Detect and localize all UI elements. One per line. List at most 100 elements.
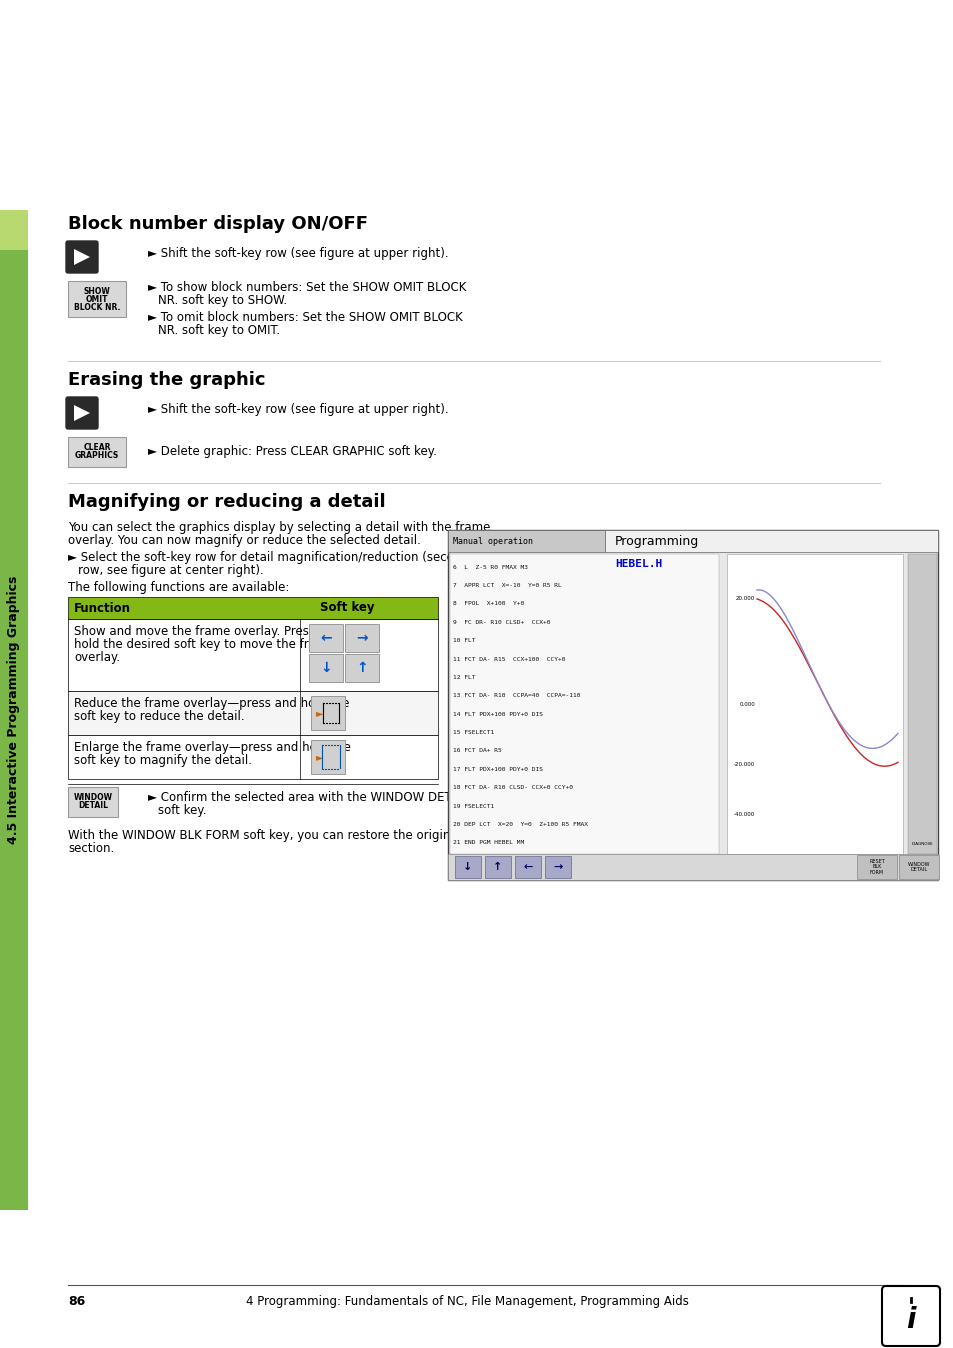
Text: overlay. You can now magnify or reduce the selected detail.: overlay. You can now magnify or reduce t… (68, 534, 420, 547)
Text: i: i (905, 1306, 915, 1335)
Text: Erasing the graphic: Erasing the graphic (68, 371, 265, 390)
Text: 15 FSELECT1: 15 FSELECT1 (453, 731, 494, 735)
FancyBboxPatch shape (68, 619, 437, 692)
Text: NR. soft key to OMIT.: NR. soft key to OMIT. (158, 324, 280, 337)
FancyBboxPatch shape (484, 856, 511, 878)
Text: WINDOW: WINDOW (73, 794, 112, 802)
FancyBboxPatch shape (309, 624, 343, 652)
FancyBboxPatch shape (68, 280, 126, 317)
Text: overlay.: overlay. (74, 651, 120, 665)
Text: DIAGNOSE: DIAGNOSE (911, 842, 932, 847)
Text: CLEAR: CLEAR (83, 443, 111, 453)
FancyBboxPatch shape (448, 855, 937, 880)
FancyBboxPatch shape (450, 554, 719, 855)
FancyBboxPatch shape (907, 554, 936, 855)
Text: ► Confirm the selected area with the WINDOW DETAIL: ► Confirm the selected area with the WIN… (148, 791, 468, 803)
Text: 4 Programming: Fundamentals of NC, File Management, Programming Aids: 4 Programming: Fundamentals of NC, File … (245, 1295, 688, 1308)
Text: soft key.: soft key. (158, 803, 206, 817)
Text: RESET
BLK
FORM: RESET BLK FORM (868, 859, 884, 875)
Text: 19 FSELECT1: 19 FSELECT1 (453, 803, 494, 809)
FancyBboxPatch shape (882, 1286, 939, 1347)
Text: Manual operation: Manual operation (453, 537, 533, 546)
Text: You can select the graphics display by selecting a detail with the frame: You can select the graphics display by s… (68, 520, 490, 534)
Text: soft key to reduce the detail.: soft key to reduce the detail. (74, 710, 244, 723)
Text: hold the desired soft key to move the frame: hold the desired soft key to move the fr… (74, 638, 335, 651)
FancyBboxPatch shape (68, 787, 118, 817)
Text: HEBEL.H: HEBEL.H (614, 559, 661, 569)
Text: 18 FCT DA- R10 CLSD- CCX+0 CCY+0: 18 FCT DA- R10 CLSD- CCX+0 CCY+0 (453, 785, 573, 790)
Text: OMIT: OMIT (86, 294, 108, 303)
Text: 9  FC DR- R10 CLSD+  CCX+0: 9 FC DR- R10 CLSD+ CCX+0 (453, 620, 550, 625)
FancyBboxPatch shape (448, 530, 937, 880)
Text: ←: ← (320, 631, 332, 644)
Text: -40.000: -40.000 (733, 813, 754, 817)
Text: ► Shift the soft-key row (see figure at upper right).: ► Shift the soft-key row (see figure at … (148, 403, 448, 417)
Text: row, see figure at center right).: row, see figure at center right). (78, 563, 263, 577)
Text: 0.000: 0.000 (739, 701, 754, 706)
Text: NR. soft key to SHOW.: NR. soft key to SHOW. (158, 294, 287, 307)
Text: ► Select the soft-key row for detail magnification/reduction (second: ► Select the soft-key row for detail mag… (68, 551, 468, 563)
FancyBboxPatch shape (68, 437, 126, 466)
FancyBboxPatch shape (66, 241, 98, 274)
Text: ► To omit block numbers: Set the SHOW OMIT BLOCK: ► To omit block numbers: Set the SHOW OM… (148, 311, 462, 324)
FancyBboxPatch shape (515, 856, 540, 878)
FancyBboxPatch shape (345, 654, 378, 682)
Text: ►: ► (315, 752, 323, 762)
Polygon shape (74, 404, 90, 421)
Text: Soft key: Soft key (319, 601, 375, 615)
FancyBboxPatch shape (66, 398, 98, 429)
Text: -20.000: -20.000 (733, 762, 754, 767)
Text: 20 DEP LCT  X=20  Y=0  Z+100 R5 FMAX: 20 DEP LCT X=20 Y=0 Z+100 R5 FMAX (453, 822, 587, 826)
Text: 12 FLT: 12 FLT (453, 675, 475, 679)
Text: 16 FCT DA+ R5: 16 FCT DA+ R5 (453, 748, 501, 754)
Text: Block number display ON/OFF: Block number display ON/OFF (68, 214, 368, 233)
Text: 13 FCT DA- R10  CCPA=40  CCPA=-110: 13 FCT DA- R10 CCPA=40 CCPA=-110 (453, 693, 579, 698)
Text: 7  APPR LCT  X=-10  Y=0 R5 RL: 7 APPR LCT X=-10 Y=0 R5 RL (453, 584, 561, 588)
Text: Enlarge the frame overlay—press and hold the: Enlarge the frame overlay—press and hold… (74, 741, 351, 754)
Text: With the WINDOW BLK FORM soft key, you can restore the original: With the WINDOW BLK FORM soft key, you c… (68, 829, 460, 842)
Text: ►: ► (315, 708, 323, 718)
Text: →: → (553, 861, 562, 872)
Text: ↑: ↑ (355, 661, 368, 675)
Text: 11 FCT DA- R15  CCX+100  CCY+0: 11 FCT DA- R15 CCX+100 CCY+0 (453, 656, 565, 662)
FancyBboxPatch shape (311, 696, 345, 731)
Polygon shape (74, 249, 90, 266)
Text: Show and move the frame overlay. Press and: Show and move the frame overlay. Press a… (74, 625, 340, 638)
Text: WINDOW
DETAIL: WINDOW DETAIL (907, 861, 929, 872)
Text: 8  FPOL  X+100  Y+0: 8 FPOL X+100 Y+0 (453, 601, 524, 607)
Text: section.: section. (68, 842, 114, 855)
Text: ► Shift the soft-key row (see figure at upper right).: ► Shift the soft-key row (see figure at … (148, 247, 448, 260)
FancyBboxPatch shape (68, 692, 437, 735)
FancyBboxPatch shape (604, 530, 937, 551)
Text: ↓: ↓ (320, 661, 332, 675)
FancyBboxPatch shape (311, 740, 345, 774)
FancyBboxPatch shape (726, 554, 902, 855)
Text: 21 END PGM HEBEL MM: 21 END PGM HEBEL MM (453, 840, 524, 845)
FancyBboxPatch shape (345, 624, 378, 652)
Text: ► To show block numbers: Set the SHOW OMIT BLOCK: ► To show block numbers: Set the SHOW OM… (148, 280, 466, 294)
Text: DETAIL: DETAIL (78, 802, 108, 810)
FancyBboxPatch shape (544, 856, 571, 878)
FancyBboxPatch shape (448, 530, 604, 551)
Text: soft key to magnify the detail.: soft key to magnify the detail. (74, 754, 252, 767)
FancyBboxPatch shape (898, 855, 938, 879)
Text: Programming: Programming (614, 535, 699, 547)
Text: 10 FLT: 10 FLT (453, 638, 475, 643)
Text: →: → (355, 631, 368, 644)
FancyBboxPatch shape (0, 210, 28, 249)
FancyBboxPatch shape (856, 855, 896, 879)
Text: SHOW: SHOW (84, 287, 111, 295)
Text: 17 FLT PDX+100 PDY+0 DIS: 17 FLT PDX+100 PDY+0 DIS (453, 767, 542, 772)
FancyBboxPatch shape (0, 210, 28, 1211)
Text: 6  L  Z-5 R0 FMAX M3: 6 L Z-5 R0 FMAX M3 (453, 565, 527, 570)
FancyBboxPatch shape (68, 597, 437, 619)
Text: ► Delete graphic: Press CLEAR GRAPHIC soft key.: ► Delete graphic: Press CLEAR GRAPHIC so… (148, 445, 436, 458)
FancyBboxPatch shape (455, 856, 480, 878)
Text: ←: ← (523, 861, 532, 872)
Text: ↓: ↓ (463, 861, 472, 872)
FancyBboxPatch shape (68, 735, 437, 779)
Text: Function: Function (74, 601, 131, 615)
Text: 14 FLT PDX+100 PDY+0 DIS: 14 FLT PDX+100 PDY+0 DIS (453, 712, 542, 717)
Text: Reduce the frame overlay—press and hold the: Reduce the frame overlay—press and hold … (74, 697, 349, 710)
Text: The following functions are available:: The following functions are available: (68, 581, 289, 594)
